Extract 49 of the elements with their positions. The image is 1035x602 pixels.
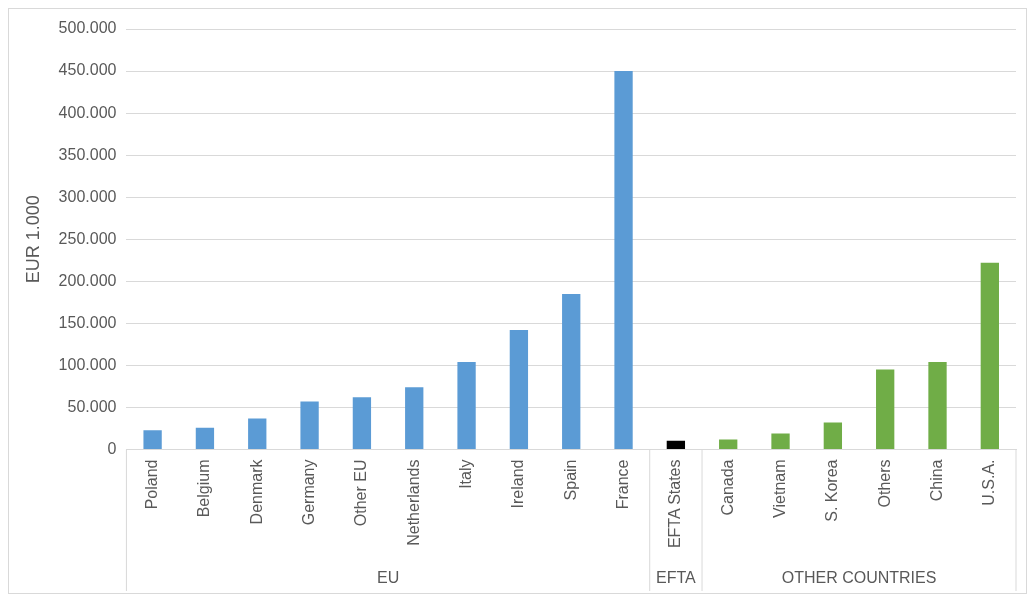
bar <box>562 293 581 449</box>
x-tick-label: Netherlands <box>404 459 422 546</box>
text: EU <box>376 569 400 587</box>
x-tick-label: EFTA States <box>666 459 684 549</box>
x-tick-label: Belgium <box>195 459 213 518</box>
y-tick-label: 0 <box>107 439 117 457</box>
y-tick-label: 450.000 <box>58 61 117 79</box>
y-tick-label: 500.000 <box>58 19 117 37</box>
y-tick-label: 50.000 <box>67 397 117 415</box>
y-tick-label: 300.000 <box>58 187 117 205</box>
bar <box>300 401 319 449</box>
bar <box>823 422 843 449</box>
y-tick-label: 350.000 <box>58 145 117 163</box>
x-tick-label: Vietnam <box>770 459 788 518</box>
bar <box>405 387 424 449</box>
text: EFTA <box>656 569 697 587</box>
x-tick-label: Germany <box>299 459 317 526</box>
x-tick-label: Italy <box>456 459 474 489</box>
x-tick-label: Canada <box>718 459 736 516</box>
y-axis-title: EUR 1.000 <box>22 195 43 284</box>
y-tick-label: 100.000 <box>58 355 117 373</box>
bar <box>248 418 267 449</box>
y-tick-label: 150.000 <box>58 313 117 331</box>
bar <box>666 440 686 449</box>
text: OTHER COUNTRIES <box>781 569 937 587</box>
x-tick-label: S. Korea <box>823 459 841 522</box>
bar <box>928 362 947 449</box>
x-tick-label: France <box>613 459 631 510</box>
x-tick-label: U.S.A. <box>980 459 998 506</box>
x-tick-label: Other EU <box>352 459 370 527</box>
bar <box>195 427 215 449</box>
x-tick-label: Ireland <box>509 459 527 509</box>
x-tick-label: Poland <box>143 459 161 510</box>
bar <box>457 362 476 449</box>
x-tick-label: Spain <box>561 459 579 501</box>
bar <box>876 369 895 449</box>
x-tick-label: Others <box>875 459 893 508</box>
bar <box>352 397 372 449</box>
x-tick-label: China <box>927 459 945 502</box>
bar <box>509 330 529 449</box>
bar <box>614 71 633 449</box>
y-tick-label: 200.000 <box>58 271 117 289</box>
bar <box>143 430 162 449</box>
bar <box>719 439 738 449</box>
bar <box>771 433 790 449</box>
bar <box>980 262 999 449</box>
y-tick-label: 400.000 <box>58 103 117 121</box>
x-tick-label: Denmark <box>247 458 265 525</box>
y-tick-label: 250.000 <box>58 229 117 247</box>
